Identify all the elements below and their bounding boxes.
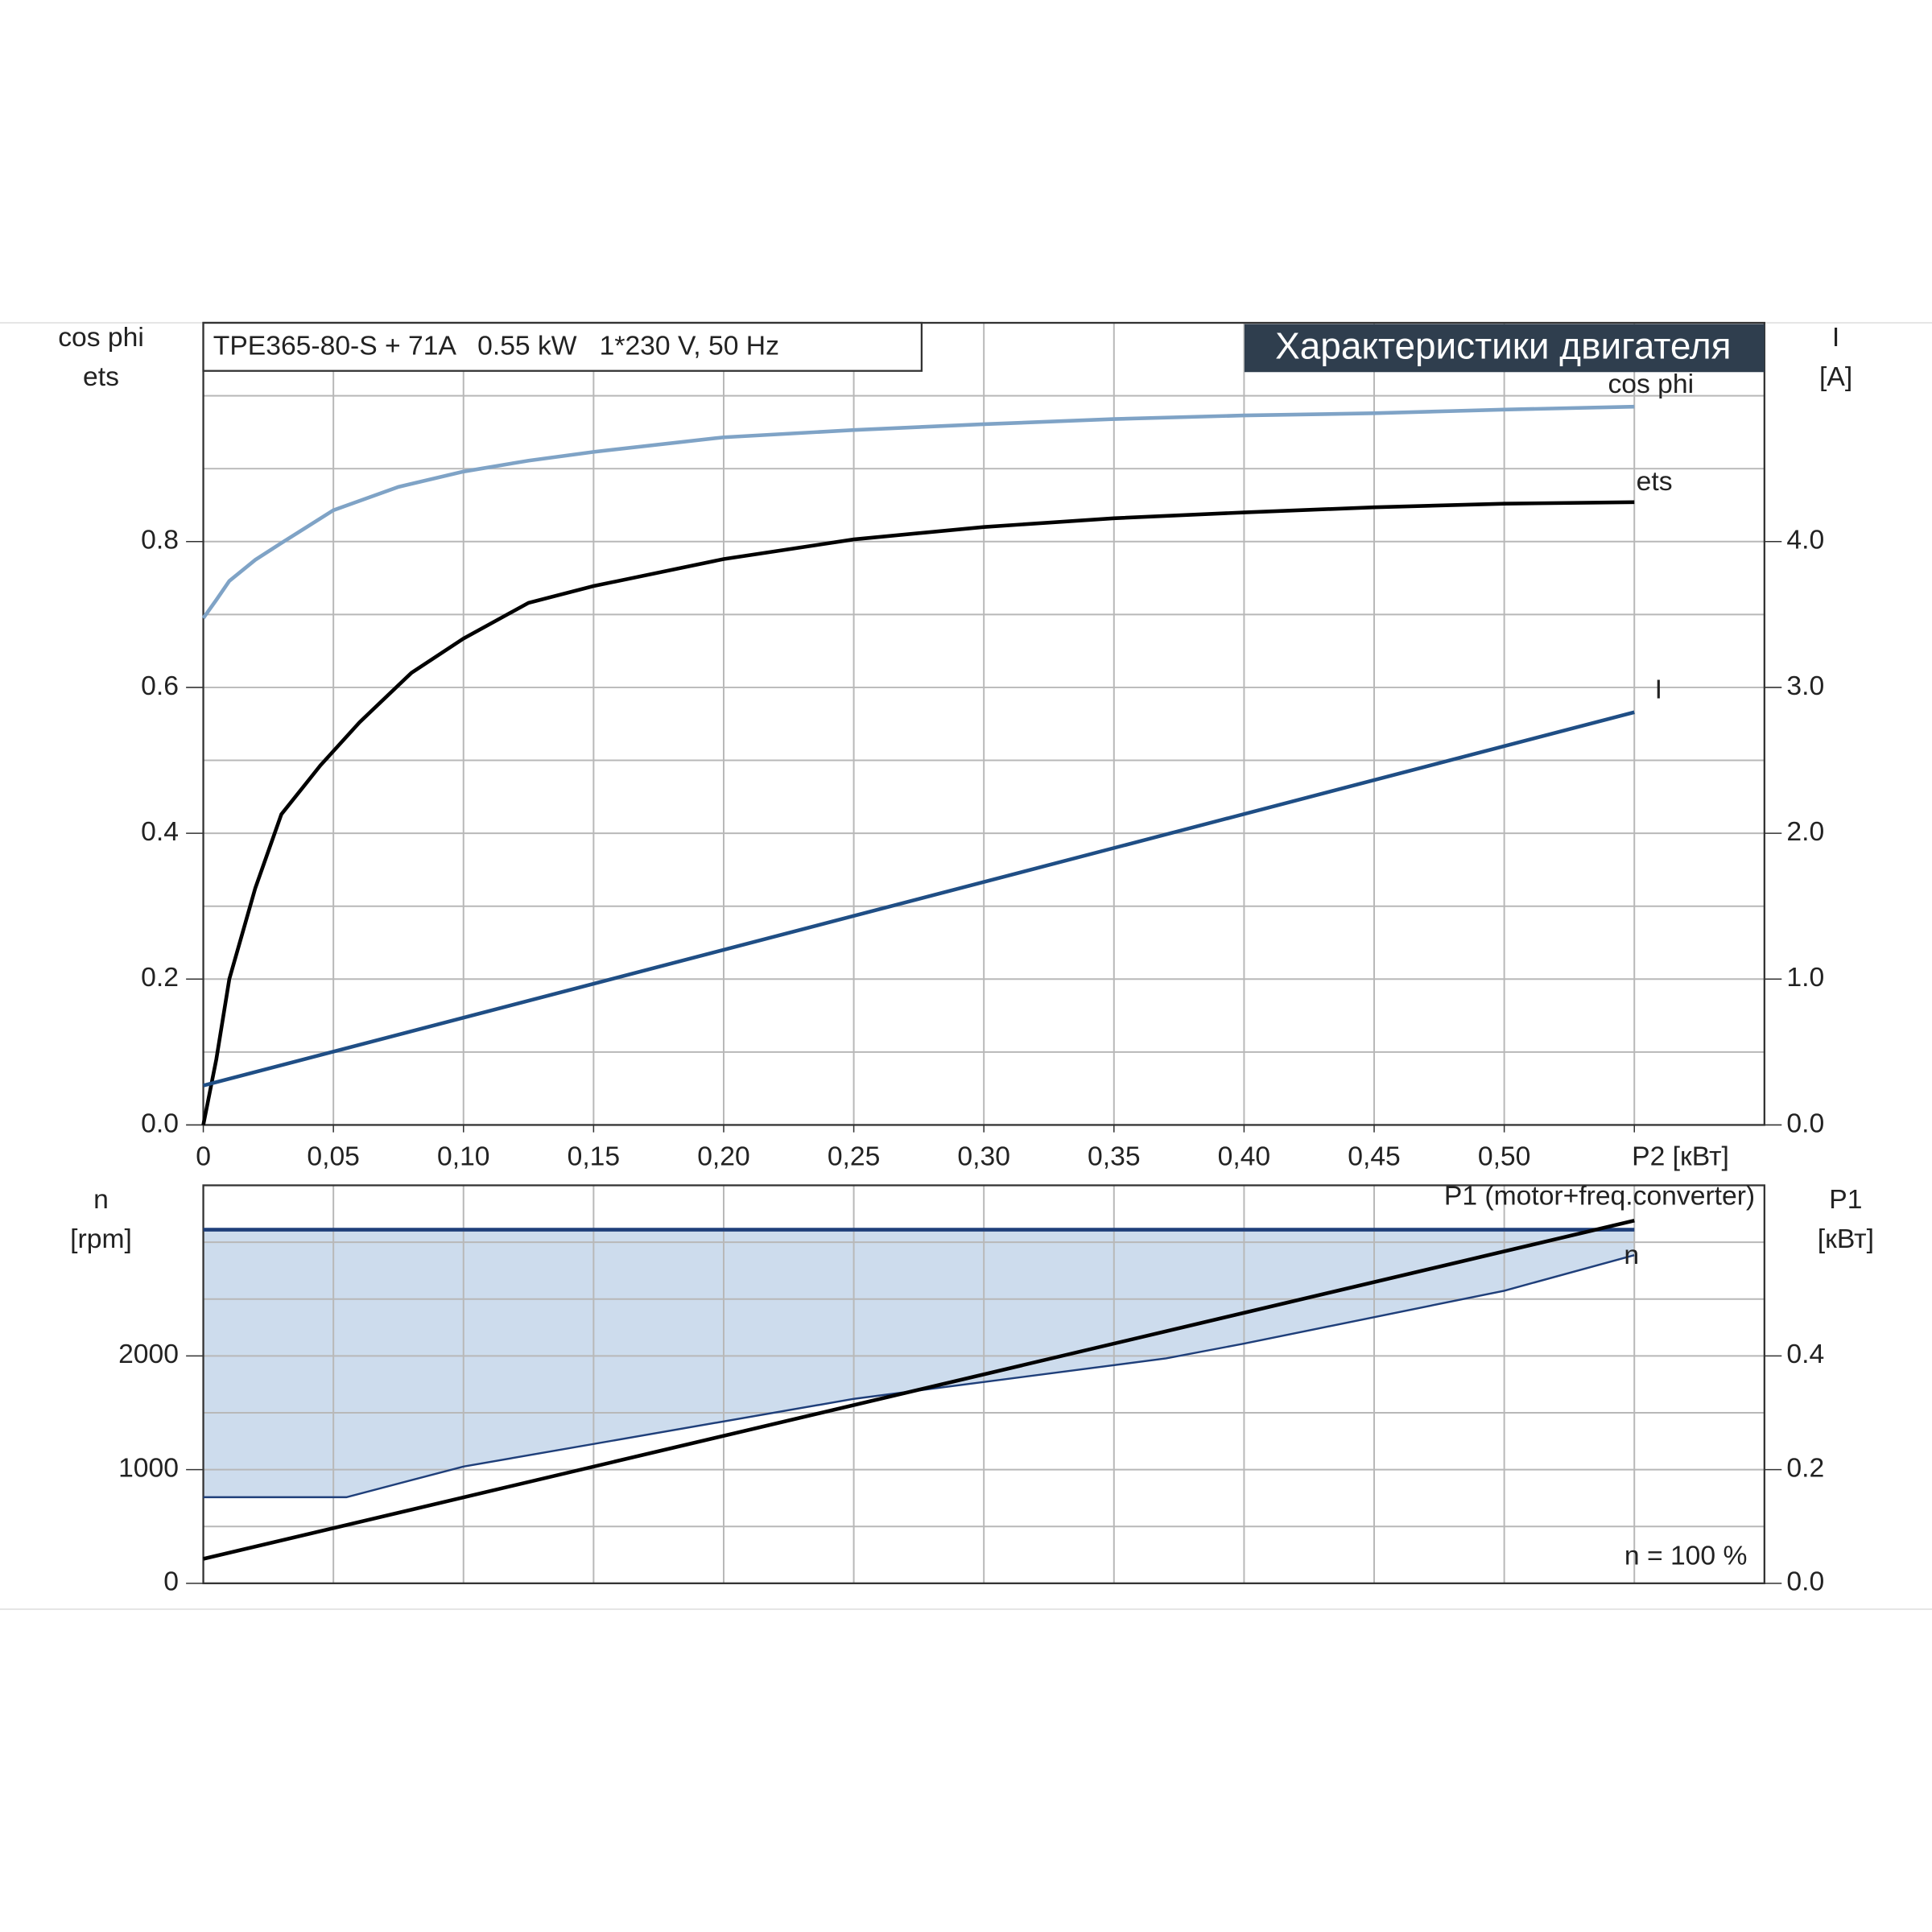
title-box: [202, 321, 923, 372]
x-tick-label: 0,45: [1348, 1142, 1401, 1172]
y-tick-label: 0.6: [141, 671, 179, 701]
y-tick-label: 1000: [118, 1453, 179, 1483]
series-label: P1 (motor+freq.converter): [1444, 1182, 1755, 1212]
y-axis-label: ets: [83, 362, 119, 392]
header-box: [1244, 324, 1765, 373]
series-label: I: [1655, 675, 1662, 705]
y-tick-label: 0.2: [141, 963, 179, 993]
x-tick-label: 0,20: [697, 1142, 750, 1172]
y-tick-label: 0.4: [141, 817, 179, 847]
series-label: n: [1624, 1241, 1639, 1270]
y2-axis-label: [A]: [1819, 362, 1852, 392]
y2-axis-label: [кВт]: [1818, 1224, 1874, 1254]
y2-tick-label: 4.0: [1786, 526, 1824, 555]
x-tick-label: 0,05: [307, 1142, 360, 1172]
series-line: [202, 710, 1635, 1088]
y2-tick-label: 0.0: [1786, 1567, 1824, 1597]
y-axis-label: [rpm]: [70, 1224, 132, 1254]
header: Характеристики двигателя: [1275, 324, 1731, 366]
chart-title: TPE365-80-S + 71A 0.55 kW 1*230 V, 50 Hz: [213, 332, 779, 361]
series-label: cos phi: [1608, 369, 1694, 399]
y-tick-label: 0.0: [141, 1108, 179, 1138]
series-line: [201, 404, 1635, 620]
y2-axis-label: I: [1832, 323, 1839, 353]
band-fill: [203, 1229, 1635, 1497]
x-tick-label: P2 [кВт]: [1632, 1142, 1729, 1172]
y2-tick-label: 0.2: [1786, 1453, 1824, 1483]
plot-frame: [202, 1184, 1765, 1584]
y2-tick-label: 0.4: [1786, 1340, 1824, 1369]
x-tick-label: 0,40: [1218, 1142, 1271, 1172]
y-axis-label: cos phi: [58, 323, 144, 353]
x-tick-label: 0,50: [1478, 1142, 1531, 1172]
y2-tick-label: 1.0: [1786, 963, 1824, 993]
series-label: ets: [1637, 467, 1673, 497]
series-line: [203, 1219, 1635, 1561]
y2-axis-label: P1: [1829, 1185, 1862, 1215]
x-tick-label: 0,15: [568, 1142, 621, 1172]
annotation: n = 100 %: [1624, 1542, 1748, 1571]
series-line: [203, 1253, 1635, 1499]
y-tick-label: 2000: [118, 1340, 179, 1369]
x-tick-label: 0,30: [957, 1142, 1010, 1172]
y-axis-label: n: [93, 1185, 109, 1215]
y2-tick-label: 3.0: [1786, 671, 1824, 701]
y-tick-label: 0.8: [141, 526, 179, 555]
series-line: [201, 500, 1635, 1125]
x-tick-label: 0: [196, 1142, 211, 1172]
x-tick-label: 0,10: [437, 1142, 490, 1172]
x-tick-label: 0,25: [828, 1142, 881, 1172]
y-tick-label: 0: [163, 1567, 179, 1597]
y2-tick-label: 0.0: [1786, 1108, 1824, 1138]
x-tick-label: 0,35: [1088, 1142, 1141, 1172]
y2-tick-label: 2.0: [1786, 817, 1824, 847]
